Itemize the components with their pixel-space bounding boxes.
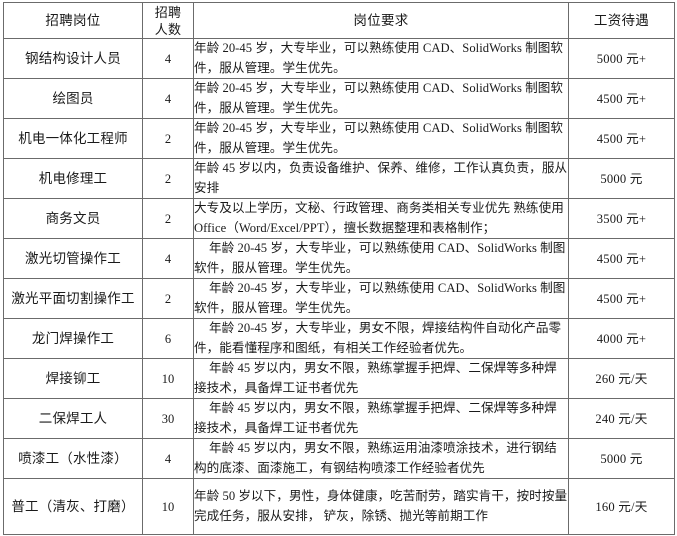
cell-wage: 160 元/天: [568, 478, 675, 535]
table-row: 龙门焊操作工 6 年龄 20-45 岁，大专毕业，男女不限，焊接结构件自动化产品零件…: [3, 318, 675, 359]
cell-job-title: 龙门焊操作工: [3, 318, 143, 359]
cell-job-title: 机电修理工: [3, 158, 143, 199]
column-header-headcount-line2: 人数: [154, 21, 182, 37]
cell-requirements-text: 年龄 20-45 岁，大专毕业，可以熟练使用 CAD、SolidWorks 制图…: [194, 121, 564, 155]
table-row: 机电修理工 2 年龄 45 岁以内，负责设备维护、保养、维修，工作认真负责，服从安排…: [3, 158, 675, 199]
cell-headcount: 30: [142, 398, 194, 439]
cell-wage: 4500 元+: [568, 278, 675, 319]
table-row: 焊接铆工 10 年龄 45 岁以内，男女不限，熟练掌握手把焊、二保焊等多种焊接技术，…: [3, 358, 675, 399]
cell-requirements: 年龄 45 岁以内，男女不限，熟练运用油漆喷涂技术，进行钢结构的底漆、面漆施工，…: [193, 438, 569, 479]
cell-requirements: 年龄 50 岁以下，男性，身体健康，吃苦耐劳，踏实肯干，按时按量完成任务，服从安…: [193, 478, 569, 535]
table-row: 激光平面切割操作工 2 年龄 20-45 岁，大专毕业，可以熟练使用 CAD、Sol…: [3, 278, 675, 319]
cell-requirements: 年龄 20-45 岁，大专毕业，可以熟练使用 CAD、SolidWorks 制图…: [193, 38, 569, 79]
cell-job-title: 喷漆工（水性漆）: [3, 438, 143, 479]
cell-requirements-text: 年龄 45 岁以内，负责设备维护、保养、维修，工作认真负责，服从安排: [194, 161, 568, 195]
table-header: 招聘岗位 招聘 人数 岗位要求 工资待遇: [3, 2, 675, 39]
cell-job-title: 绘图员: [3, 78, 143, 119]
cell-requirements-text: 年龄 20-45 岁，大专毕业，可以熟练使用 CAD、SolidWorks 制图…: [194, 281, 566, 315]
column-header-requirements: 岗位要求: [193, 2, 569, 39]
cell-job-title: 二保焊工人: [3, 398, 143, 439]
cell-requirements-text: 年龄 45 岁以内，男女不限，熟练运用油漆喷涂技术，进行钢结构的底漆、面漆施工，…: [194, 441, 557, 475]
cell-wage: 4500 元+: [568, 238, 675, 279]
recruitment-table: 招聘岗位 招聘 人数 岗位要求 工资待遇 钢结构设计人员 4 年龄 20-45 岁，…: [3, 2, 675, 535]
cell-job-title: 焊接铆工: [3, 358, 143, 399]
cell-requirements-text: 年龄 20-45 岁，大专毕业，男女不限，焊接结构件自动化产品零件，能看懂程序和…: [194, 321, 562, 355]
column-header-job-title: 招聘岗位: [3, 2, 143, 39]
cell-requirements-text: 年龄 50 岁以下，男性，身体健康，吃苦耐劳，踏实肯干，按时按量完成任务，服从安…: [194, 489, 568, 523]
cell-job-title: 机电一体化工程师: [3, 118, 143, 159]
cell-headcount: 6: [142, 318, 194, 359]
cell-headcount: 10: [142, 358, 194, 399]
table-row: 喷漆工（水性漆） 4 年龄 45 岁以内，男女不限，熟练运用油漆喷涂技术，进行钢结构…: [3, 438, 675, 479]
cell-headcount: 2: [142, 118, 194, 159]
table-row: 钢结构设计人员 4 年龄 20-45 岁，大专毕业，可以熟练使用 CAD、Solid…: [3, 38, 675, 79]
cell-headcount: 4: [142, 438, 194, 479]
cell-wage: 3500 元+: [568, 198, 675, 239]
cell-headcount: 4: [142, 38, 194, 79]
cell-requirements: 大专及以上学历，文秘、行政管理、商务类相关专业优先 熟练使用 Office（Wo…: [193, 198, 569, 239]
table-row: 绘图员 4 年龄 20-45 岁，大专毕业，可以熟练使用 CAD、SolidWork…: [3, 78, 675, 119]
cell-headcount: 10: [142, 478, 194, 535]
cell-wage: 5000 元+: [568, 38, 675, 79]
cell-requirements: 年龄 45 岁以内，男女不限，熟练掌握手把焊、二保焊等多种焊接技术，具备焊工证书…: [193, 398, 569, 439]
table-header-row: 招聘岗位 招聘 人数 岗位要求 工资待遇: [3, 2, 675, 39]
cell-requirements: 年龄 20-45 岁，大专毕业，可以熟练使用 CAD、SolidWorks 制图…: [193, 78, 569, 119]
cell-job-title: 钢结构设计人员: [3, 38, 143, 79]
cell-job-title: 激光切管操作工: [3, 238, 143, 279]
cell-wage: 4000 元+: [568, 318, 675, 359]
cell-requirements: 年龄 45 岁以内，负责设备维护、保养、维修，工作认真负责，服从安排: [193, 158, 569, 199]
column-header-headcount-line1: 招聘: [154, 4, 182, 20]
cell-requirements: 年龄 45 岁以内，男女不限，熟练掌握手把焊、二保焊等多种焊接技术，具备焊工证书…: [193, 358, 569, 399]
cell-requirements-text: 年龄 20-45 岁，大专毕业，可以熟练使用 CAD、SolidWorks 制图…: [194, 81, 564, 115]
cell-job-title: 普工（清灰、打磨）: [3, 478, 143, 535]
cell-requirements: 年龄 20-45 岁，大专毕业，可以熟练使用 CAD、SolidWorks 制图…: [193, 278, 569, 319]
table-row: 二保焊工人 30 年龄 45 岁以内，男女不限，熟练掌握手把焊、二保焊等多种焊接技术…: [3, 398, 675, 439]
cell-requirements-text: 年龄 20-45 岁，大专毕业，可以熟练使用 CAD、SolidWorks 制图…: [194, 241, 566, 275]
cell-wage: 4500 元+: [568, 118, 675, 159]
cell-requirements: 年龄 20-45 岁，大专毕业，男女不限，焊接结构件自动化产品零件，能看懂程序和…: [193, 318, 569, 359]
cell-job-title: 激光平面切割操作工: [3, 278, 143, 319]
cell-headcount: 4: [142, 238, 194, 279]
cell-requirements: 年龄 20-45 岁，大专毕业，可以熟练使用 CAD、SolidWorks 制图…: [193, 238, 569, 279]
cell-headcount: 2: [142, 198, 194, 239]
cell-wage: 4500 元+: [568, 78, 675, 119]
table-row: 普工（清灰、打磨） 10 年龄 50 岁以下，男性，身体健康，吃苦耐劳，踏实肯干，按…: [3, 478, 675, 535]
cell-job-title: 商务文员: [3, 198, 143, 239]
cell-headcount: 4: [142, 78, 194, 119]
cell-wage: 260 元/天: [568, 358, 675, 399]
cell-headcount: 2: [142, 158, 194, 199]
cell-wage: 5000 元: [568, 438, 675, 479]
column-header-wage: 工资待遇: [568, 2, 675, 39]
cell-requirements-text: 大专及以上学历，文秘、行政管理、商务类相关专业优先 熟练使用 Office（Wo…: [194, 201, 564, 235]
column-header-headcount: 招聘 人数: [142, 2, 194, 39]
table-body: 钢结构设计人员 4 年龄 20-45 岁，大专毕业，可以熟练使用 CAD、Solid…: [3, 38, 675, 535]
cell-wage: 240 元/天: [568, 398, 675, 439]
cell-requirements-text: 年龄 45 岁以内，男女不限，熟练掌握手把焊、二保焊等多种焊接技术，具备焊工证书…: [194, 401, 557, 435]
cell-headcount: 2: [142, 278, 194, 319]
cell-requirements-text: 年龄 20-45 岁，大专毕业，可以熟练使用 CAD、SolidWorks 制图…: [194, 41, 564, 75]
cell-requirements-text: 年龄 45 岁以内，男女不限，熟练掌握手把焊、二保焊等多种焊接技术，具备焊工证书…: [194, 361, 557, 395]
table-row: 激光切管操作工 4 年龄 20-45 岁，大专毕业，可以熟练使用 CAD、Solid…: [3, 238, 675, 279]
table-row: 机电一体化工程师 2 年龄 20-45 岁，大专毕业，可以熟练使用 CAD、Soli…: [3, 118, 675, 159]
cell-requirements: 年龄 20-45 岁，大专毕业，可以熟练使用 CAD、SolidWorks 制图…: [193, 118, 569, 159]
table-row: 商务文员 2 大专及以上学历，文秘、行政管理、商务类相关专业优先 熟练使用 Offi…: [3, 198, 675, 239]
cell-wage: 5000 元: [568, 158, 675, 199]
